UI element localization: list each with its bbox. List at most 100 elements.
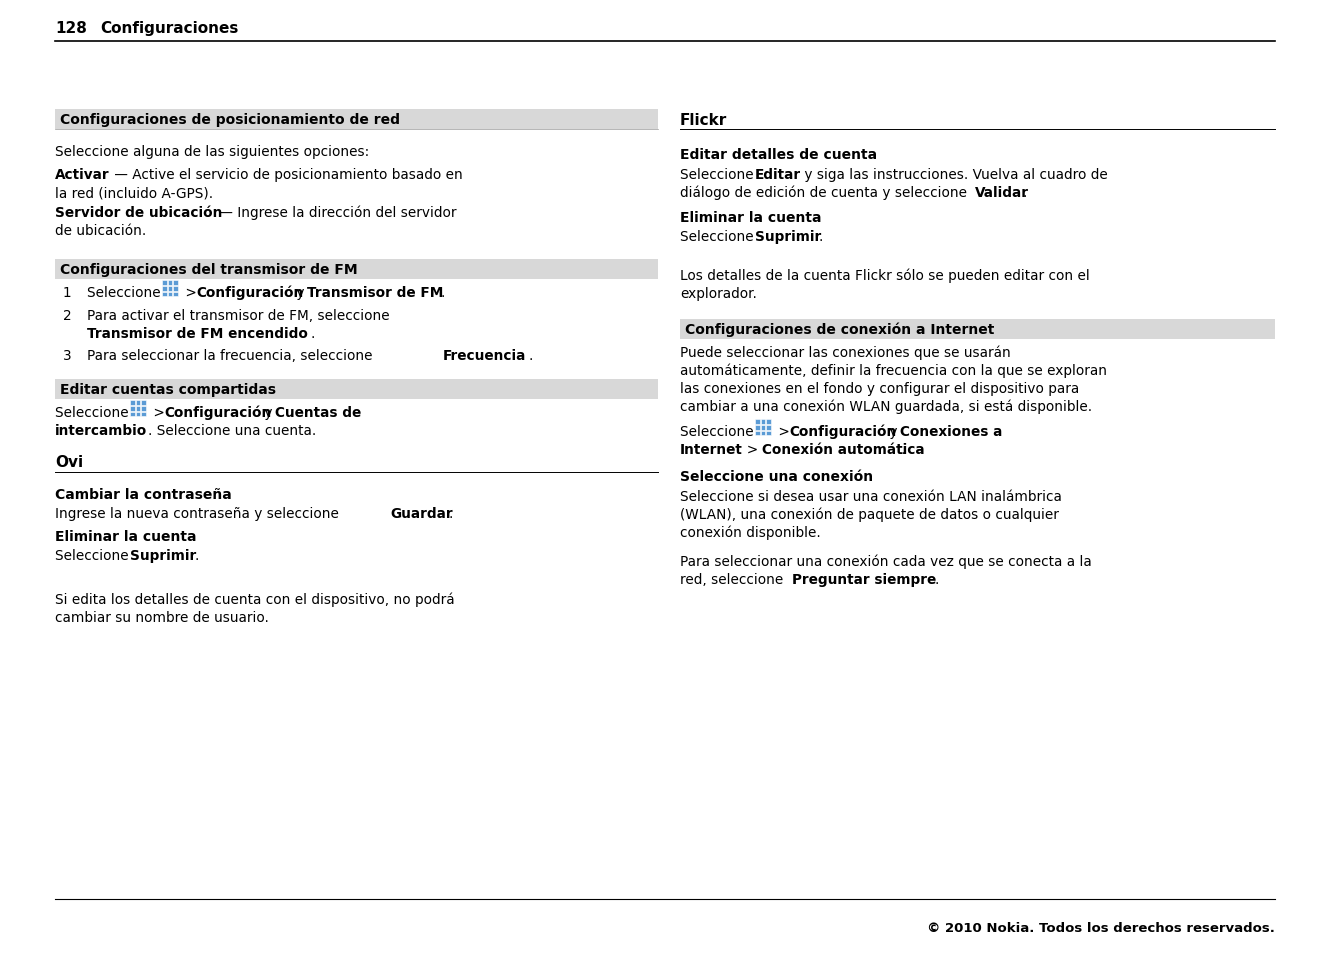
Text: Conexión automática: Conexión automática [761, 442, 924, 456]
Text: Flickr: Flickr [680, 112, 727, 128]
Text: automáticamente, definir la frecuencia con la que se exploran: automáticamente, definir la frecuencia c… [680, 363, 1107, 377]
Text: Suprimir: Suprimir [130, 548, 196, 562]
Text: Conexiones a: Conexiones a [900, 424, 1002, 438]
Text: Ingrese la nueva contraseña y seleccione: Ingrese la nueva contraseña y seleccione [56, 506, 344, 520]
Text: Transmisor de FM: Transmisor de FM [307, 286, 443, 299]
Text: Preguntar siempre: Preguntar siempre [792, 573, 936, 586]
Bar [136, 407, 140, 412]
Text: Seleccione: Seleccione [680, 168, 758, 182]
Bar [755, 419, 760, 424]
Text: Validar: Validar [976, 186, 1029, 200]
Text: Configuración: Configuración [789, 424, 896, 438]
Text: Configuraciones de posicionamiento de red: Configuraciones de posicionamiento de re… [59, 112, 401, 127]
Bar [680, 319, 1274, 339]
Text: Configuración: Configuración [164, 405, 271, 420]
Text: Los detalles de la cuenta Flickr sólo se pueden editar con el: Los detalles de la cuenta Flickr sólo se… [680, 269, 1089, 283]
Bar [755, 425, 760, 430]
Bar [173, 293, 178, 297]
Text: Guardar: Guardar [390, 506, 452, 520]
Text: 2: 2 [63, 309, 71, 323]
Text: Puede seleccionar las conexiones que se usarán: Puede seleccionar las conexiones que se … [680, 345, 1011, 360]
Bar [136, 413, 140, 417]
Text: Seleccione alguna de las siguientes opciones:: Seleccione alguna de las siguientes opci… [56, 145, 369, 159]
Text: .: . [527, 349, 533, 363]
Text: Internet: Internet [680, 442, 743, 456]
Bar [163, 293, 167, 297]
Text: .: . [448, 506, 452, 520]
Bar [173, 281, 178, 286]
Text: conexión disponible.: conexión disponible. [680, 525, 821, 539]
Text: — Active el servicio de posicionamiento basado en: — Active el servicio de posicionamiento … [110, 168, 463, 182]
Bar [168, 281, 172, 286]
Text: Eliminar la cuenta: Eliminar la cuenta [680, 211, 821, 225]
Text: . Seleccione una cuenta.: . Seleccione una cuenta. [148, 423, 316, 437]
Bar [141, 401, 147, 406]
Text: © 2010 Nokia. Todos los derechos reservados.: © 2010 Nokia. Todos los derechos reserva… [927, 921, 1274, 934]
Text: .: . [309, 327, 315, 340]
Text: .: . [1023, 186, 1027, 200]
Text: Seleccione: Seleccione [56, 406, 134, 419]
Text: (WLAN), una conexión de paquete de datos o cualquier: (WLAN), una conexión de paquete de datos… [680, 507, 1059, 521]
Text: Editar: Editar [755, 168, 801, 182]
Text: de ubicación.: de ubicación. [56, 224, 147, 237]
Text: y: y [260, 406, 276, 419]
Text: cambiar a una conexión WLAN guardada, si está disponible.: cambiar a una conexión WLAN guardada, si… [680, 399, 1092, 414]
Text: y: y [884, 424, 902, 438]
Text: .: . [935, 573, 939, 586]
Bar [760, 425, 765, 430]
Text: Servidor de ubicación: Servidor de ubicación [56, 206, 222, 220]
Text: Configuraciones del transmisor de FM: Configuraciones del transmisor de FM [59, 263, 358, 276]
Bar [136, 401, 140, 406]
Bar [130, 407, 135, 412]
Bar [141, 413, 147, 417]
Text: >: > [149, 406, 169, 419]
Text: y siga las instrucciones. Vuelva al cuadro de: y siga las instrucciones. Vuelva al cuad… [800, 168, 1108, 182]
Text: .: . [440, 286, 444, 299]
Text: explorador.: explorador. [680, 287, 758, 301]
Text: .: . [900, 442, 904, 456]
Text: Si edita los detalles de cuenta con el dispositivo, no podrá: Si edita los detalles de cuenta con el d… [56, 592, 455, 607]
Text: Activar: Activar [56, 168, 110, 182]
Text: >: > [738, 442, 763, 456]
Text: y: y [292, 286, 309, 299]
Text: Ovi: Ovi [56, 454, 83, 469]
Bar [56, 110, 658, 130]
Text: red, seleccione: red, seleccione [680, 573, 788, 586]
Text: intercambio: intercambio [56, 423, 147, 437]
Bar [56, 379, 658, 399]
Bar [56, 260, 658, 280]
Text: Seleccione: Seleccione [87, 286, 165, 299]
Bar [755, 431, 760, 436]
Text: Eliminar la cuenta: Eliminar la cuenta [56, 530, 197, 543]
Text: Configuraciones: Configuraciones [100, 20, 238, 35]
Text: Cambiar la contraseña: Cambiar la contraseña [56, 488, 231, 501]
Text: diálogo de edición de cuenta y seleccione: diálogo de edición de cuenta y seleccion… [680, 186, 972, 200]
Bar [760, 431, 765, 436]
Text: .: . [196, 548, 200, 562]
Text: 1: 1 [63, 286, 71, 299]
Text: Seleccione: Seleccione [56, 548, 134, 562]
Text: Editar detalles de cuenta: Editar detalles de cuenta [680, 148, 876, 162]
Text: Para seleccionar la frecuencia, seleccione: Para seleccionar la frecuencia, seleccio… [87, 349, 377, 363]
Text: Seleccione: Seleccione [680, 424, 758, 438]
Text: 3: 3 [63, 349, 71, 363]
Text: 128: 128 [56, 20, 87, 35]
Bar [130, 413, 135, 417]
Text: Configuraciones de conexión a Internet: Configuraciones de conexión a Internet [685, 322, 994, 337]
Text: Seleccione: Seleccione [680, 230, 758, 244]
Text: Configuración: Configuración [196, 286, 303, 300]
Bar [163, 281, 167, 286]
Bar [130, 401, 135, 406]
Text: Para activar el transmisor de FM, seleccione: Para activar el transmisor de FM, selecc… [87, 309, 394, 323]
Bar [767, 431, 771, 436]
Bar [767, 419, 771, 424]
Text: — Ingrese la dirección del servidor: — Ingrese la dirección del servidor [215, 206, 456, 220]
Text: .: . [818, 230, 822, 244]
Bar [168, 287, 172, 292]
Bar [141, 407, 147, 412]
Text: Suprimir: Suprimir [755, 230, 821, 244]
Text: Frecuencia: Frecuencia [443, 349, 526, 363]
Bar [168, 293, 172, 297]
Text: Para seleccionar una conexión cada vez que se conecta a la: Para seleccionar una conexión cada vez q… [680, 554, 1092, 569]
Text: cambiar su nombre de usuario.: cambiar su nombre de usuario. [56, 610, 268, 624]
